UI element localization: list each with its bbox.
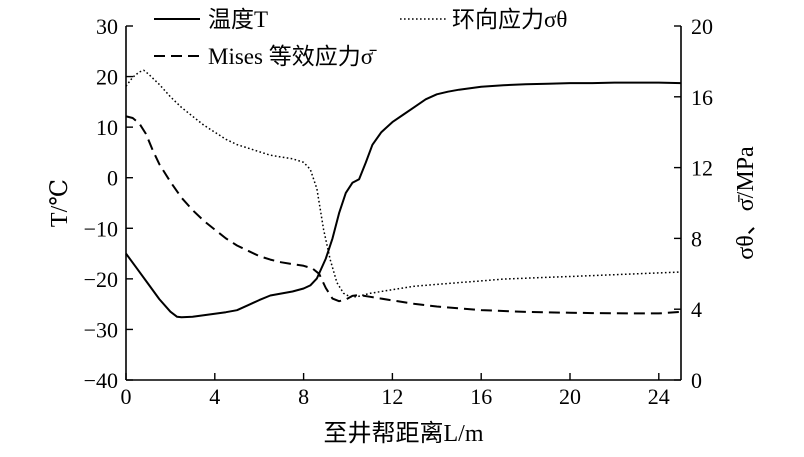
legend: 温度T 环向应力σθ Mises 等效应力σ̄ <box>154 7 567 69</box>
series-layer <box>125 69 682 319</box>
right-y-tick-label: 20 <box>691 14 713 39</box>
x-axis-title: 至井帮距离L/m <box>324 420 484 447</box>
right-y-tick-label: 4 <box>691 297 702 322</box>
x-tick-label: 0 <box>121 384 132 409</box>
legend-label-3: Mises 等效应力σ̄ <box>208 44 377 69</box>
x-tick-label: 8 <box>298 384 309 409</box>
left-y-tick-label: −20 <box>84 267 118 292</box>
left-y-tick-label: 30 <box>96 14 118 39</box>
series-line-1 <box>125 81 682 319</box>
left-y-axis-title: T/℃ <box>47 179 73 227</box>
right-y-tick-label: 12 <box>691 156 713 181</box>
x-tick-label: 24 <box>648 384 670 409</box>
legend-label-2: 环向应力σθ <box>452 7 567 32</box>
x-tick-label: 12 <box>381 384 403 409</box>
legend-label-1: 温度T <box>208 7 268 32</box>
left-y-tick-label: 10 <box>96 115 118 140</box>
left-y-tick-label: 20 <box>96 65 118 90</box>
x-tick-label: 16 <box>470 384 492 409</box>
series-line-3 <box>125 115 682 315</box>
right-y-axis-title: σθ、σ̄/MPa <box>733 146 759 260</box>
right-y-tick-label: 8 <box>691 226 702 251</box>
left-y-tick-label: −10 <box>84 216 118 241</box>
series-line-2 <box>125 69 682 298</box>
left-y-tick-label: −30 <box>84 317 118 342</box>
right-y-tick-label: 16 <box>691 85 713 110</box>
left-y-tick-label: 0 <box>107 166 118 191</box>
axes: 0 4 8 12 16 20 24 30 20 10 0 −10 −20 −30 −40 20 16 12 8 4 0 至… <box>47 14 759 447</box>
right-y-tick-label: 0 <box>691 368 702 393</box>
x-tick-label: 20 <box>559 384 581 409</box>
left-y-tick-label: −40 <box>84 368 118 393</box>
x-tick-label: 4 <box>209 384 220 409</box>
